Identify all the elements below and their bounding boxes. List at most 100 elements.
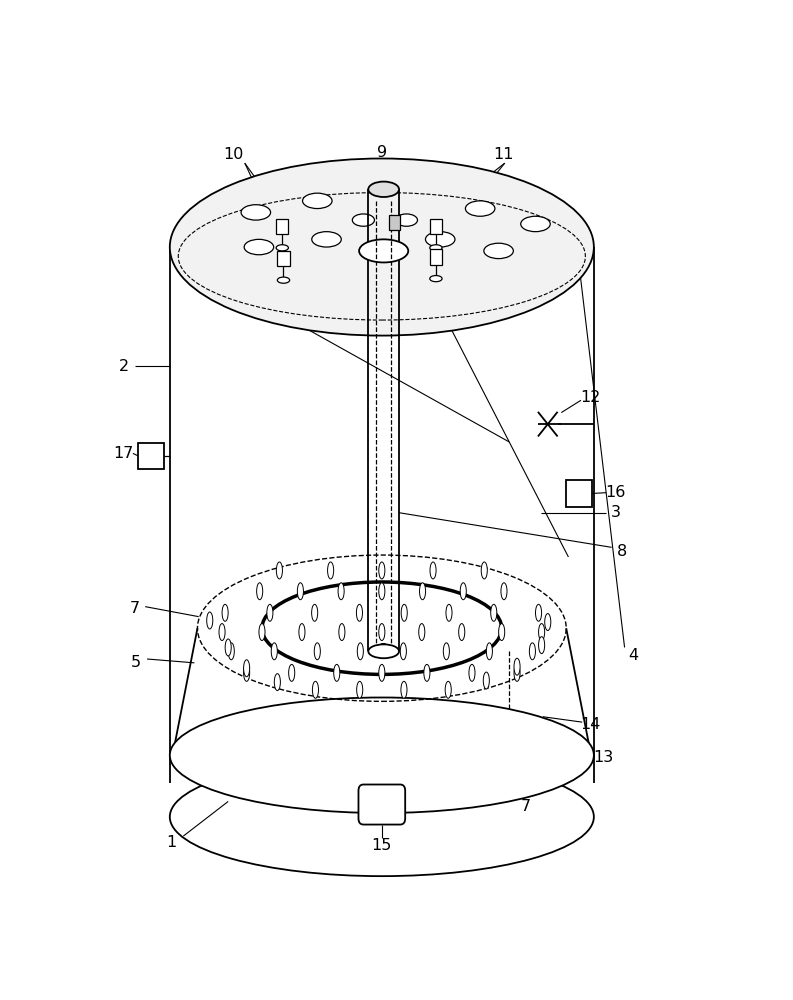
Bar [430, 219, 442, 234]
Ellipse shape [458, 624, 465, 641]
Ellipse shape [312, 604, 318, 621]
Ellipse shape [170, 158, 594, 336]
Ellipse shape [276, 562, 282, 579]
Ellipse shape [514, 664, 520, 681]
Text: 7: 7 [130, 601, 140, 616]
Ellipse shape [545, 614, 551, 631]
Bar [138, 443, 163, 469]
Ellipse shape [357, 681, 362, 698]
Text: 2: 2 [119, 359, 128, 374]
Bar [278, 251, 289, 266]
Ellipse shape [379, 562, 385, 579]
Ellipse shape [274, 674, 281, 691]
Ellipse shape [207, 612, 213, 629]
Ellipse shape [430, 562, 436, 579]
Ellipse shape [278, 277, 289, 283]
Ellipse shape [299, 624, 305, 641]
Ellipse shape [359, 239, 408, 262]
Ellipse shape [426, 232, 455, 247]
Ellipse shape [430, 276, 442, 282]
Text: 12: 12 [580, 390, 601, 405]
Ellipse shape [297, 583, 304, 600]
Ellipse shape [379, 664, 385, 681]
Ellipse shape [276, 245, 289, 251]
Ellipse shape [521, 216, 550, 232]
Ellipse shape [401, 681, 407, 698]
Ellipse shape [423, 664, 430, 681]
Ellipse shape [303, 193, 332, 209]
Ellipse shape [334, 664, 340, 681]
Text: 14: 14 [580, 717, 601, 732]
Ellipse shape [396, 214, 417, 226]
Ellipse shape [445, 681, 451, 698]
Text: 4: 4 [629, 648, 639, 663]
Ellipse shape [338, 583, 344, 600]
FancyBboxPatch shape [358, 785, 405, 825]
Ellipse shape [368, 182, 399, 197]
Ellipse shape [379, 583, 385, 600]
Ellipse shape [443, 643, 450, 660]
Ellipse shape [401, 604, 408, 621]
Ellipse shape [538, 624, 545, 641]
Text: 3: 3 [611, 505, 620, 520]
Ellipse shape [312, 232, 341, 247]
Text: 11: 11 [493, 147, 514, 162]
Ellipse shape [243, 664, 250, 681]
Ellipse shape [225, 639, 232, 656]
Ellipse shape [379, 624, 385, 641]
Ellipse shape [376, 644, 392, 656]
Ellipse shape [257, 583, 262, 600]
Ellipse shape [499, 624, 504, 641]
Ellipse shape [400, 643, 406, 660]
Ellipse shape [465, 201, 495, 216]
Ellipse shape [514, 658, 520, 675]
Text: 17: 17 [113, 446, 134, 461]
Ellipse shape [535, 604, 542, 621]
Ellipse shape [267, 604, 273, 621]
Ellipse shape [228, 643, 234, 660]
Text: 7: 7 [521, 799, 531, 814]
Ellipse shape [241, 205, 270, 220]
Ellipse shape [352, 214, 374, 226]
Ellipse shape [244, 239, 274, 255]
Ellipse shape [243, 660, 250, 677]
Ellipse shape [483, 672, 489, 689]
Text: 5: 5 [131, 655, 141, 670]
Ellipse shape [259, 624, 265, 641]
Bar [389, 215, 400, 230]
Ellipse shape [314, 643, 320, 660]
Ellipse shape [469, 664, 475, 681]
Text: 10: 10 [223, 147, 243, 162]
Text: 13: 13 [593, 750, 613, 765]
Ellipse shape [430, 245, 442, 251]
Bar [276, 219, 289, 234]
Text: 1: 1 [167, 835, 177, 850]
Text: 15: 15 [372, 838, 392, 853]
Ellipse shape [271, 643, 278, 660]
Ellipse shape [312, 681, 319, 698]
Ellipse shape [419, 583, 426, 600]
Ellipse shape [538, 637, 545, 654]
Ellipse shape [460, 583, 466, 600]
Ellipse shape [339, 624, 345, 641]
Text: 16: 16 [605, 485, 626, 500]
Text: 8: 8 [616, 544, 626, 559]
Bar [566, 480, 592, 507]
Ellipse shape [491, 604, 496, 621]
Ellipse shape [419, 624, 425, 641]
Ellipse shape [358, 643, 363, 660]
Ellipse shape [356, 604, 362, 621]
Ellipse shape [484, 243, 513, 259]
Ellipse shape [481, 562, 488, 579]
Ellipse shape [219, 624, 225, 641]
Ellipse shape [289, 664, 295, 681]
Ellipse shape [170, 698, 594, 813]
Ellipse shape [486, 643, 492, 660]
Bar [430, 249, 442, 265]
Ellipse shape [328, 562, 334, 579]
Ellipse shape [446, 604, 452, 621]
Ellipse shape [222, 604, 228, 621]
Ellipse shape [501, 583, 507, 600]
Ellipse shape [368, 644, 399, 658]
Ellipse shape [530, 643, 535, 660]
